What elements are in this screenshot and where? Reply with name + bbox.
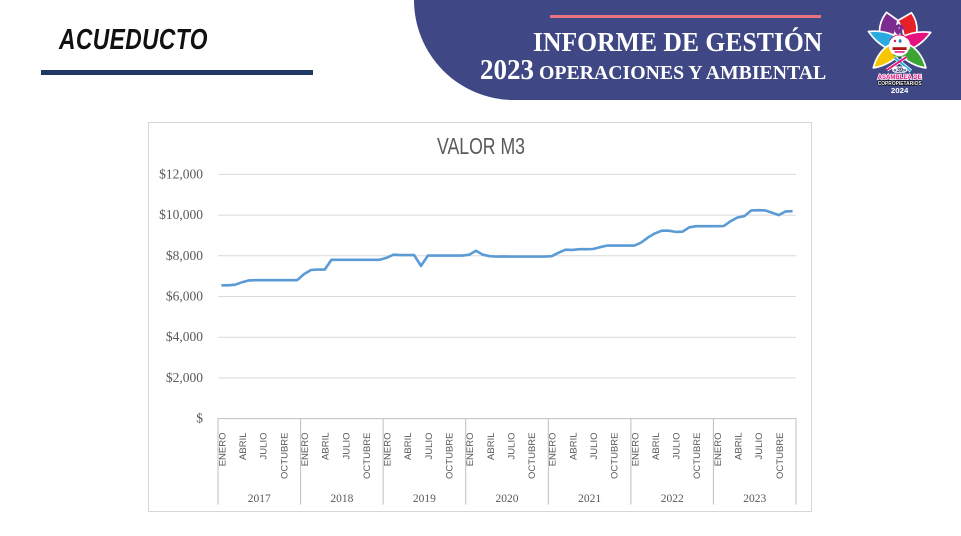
svg-text:2020: 2020 — [495, 493, 518, 505]
svg-text:ENERO: ENERO — [630, 433, 641, 467]
svg-text:ABRIL: ABRIL — [320, 433, 331, 460]
svg-text:$6,000: $6,000 — [165, 289, 202, 304]
svg-text:JULIO: JULIO — [589, 433, 600, 460]
svg-text:ABRIL: ABRIL — [238, 433, 249, 460]
svg-text:$4,000: $4,000 — [165, 329, 202, 344]
svg-text:OCTUBRE: OCTUBRE — [692, 433, 703, 479]
svg-text:2018: 2018 — [330, 493, 353, 505]
svg-text:$10,000: $10,000 — [159, 207, 203, 222]
svg-text:«39»: «39» — [893, 67, 907, 74]
svg-text:OCTUBRE: OCTUBRE — [774, 433, 785, 479]
svg-text:ENERO: ENERO — [547, 433, 558, 467]
svg-text:JULIO: JULIO — [671, 433, 682, 460]
svg-text:ENERO: ENERO — [300, 433, 311, 467]
svg-text:2023: 2023 — [743, 493, 766, 505]
svg-text:$8,000: $8,000 — [165, 248, 202, 263]
svg-text:2024: 2024 — [891, 88, 909, 95]
svg-text:OCTUBRE: OCTUBRE — [609, 433, 620, 479]
svg-text:OCTUBRE: OCTUBRE — [361, 433, 372, 479]
svg-text:JULIO: JULIO — [506, 433, 517, 460]
svg-text:2022: 2022 — [660, 493, 683, 505]
svg-text:ABRIL: ABRIL — [733, 433, 744, 460]
svg-text:2017: 2017 — [247, 493, 270, 505]
svg-text:$: $ — [196, 411, 203, 426]
svg-text:ENERO: ENERO — [382, 433, 393, 467]
svg-text:JULIO: JULIO — [258, 433, 269, 460]
svg-text:OCTUBRE: OCTUBRE — [444, 433, 455, 479]
svg-text:COPROPIETARIOS: COPROPIETARIOS — [878, 81, 922, 87]
svg-text:ABRIL: ABRIL — [650, 433, 661, 460]
svg-text:JULIO: JULIO — [423, 433, 434, 460]
svg-text:JULIO: JULIO — [754, 433, 765, 460]
svg-text:VALOR M3: VALOR M3 — [437, 133, 525, 159]
svg-text:ABRIL: ABRIL — [403, 433, 414, 460]
svg-text:$12,000: $12,000 — [159, 166, 203, 181]
svg-text:OCTUBRE: OCTUBRE — [527, 433, 538, 479]
svg-text:ASAMBLEA DE: ASAMBLEA DE — [878, 74, 922, 81]
svg-text:ABRIL: ABRIL — [485, 433, 496, 460]
svg-text:$2,000: $2,000 — [165, 370, 202, 385]
svg-text:ABRIL: ABRIL — [568, 433, 579, 460]
svg-text:ENERO: ENERO — [465, 433, 476, 467]
svg-text:2019: 2019 — [412, 493, 435, 505]
svg-text:JULIO: JULIO — [341, 433, 352, 460]
svg-text:ENERO: ENERO — [217, 433, 228, 467]
svg-text:ENERO: ENERO — [712, 433, 723, 467]
svg-text:2021: 2021 — [578, 493, 601, 505]
svg-text:OCTUBRE: OCTUBRE — [279, 433, 290, 479]
